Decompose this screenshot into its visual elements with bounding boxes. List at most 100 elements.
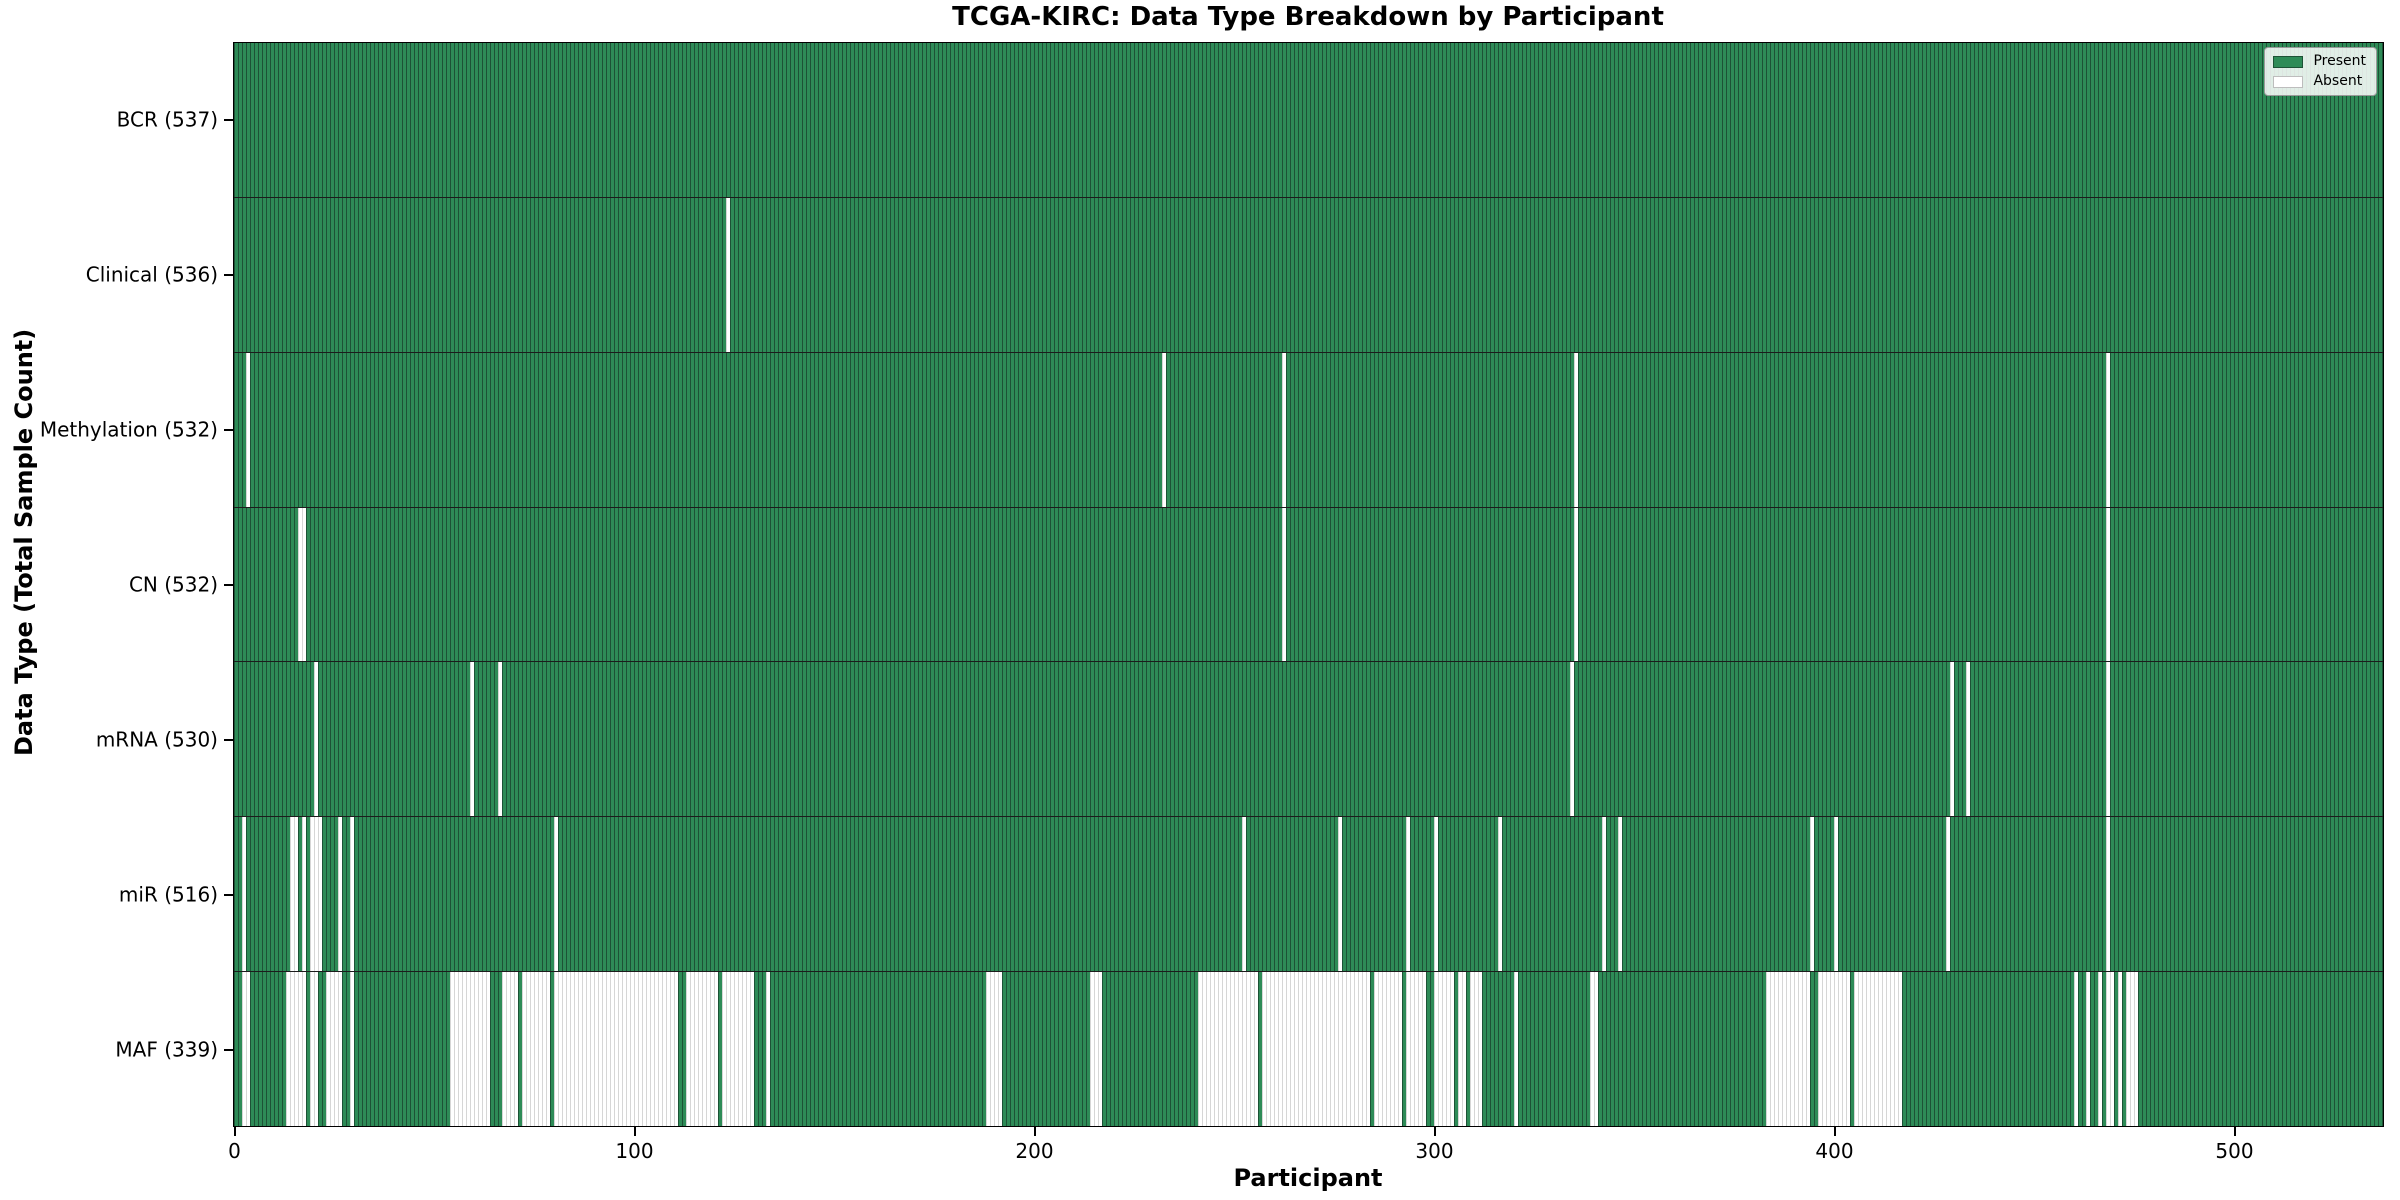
x-tickmark — [1033, 1127, 1036, 1136]
x-tick-label: 100 — [615, 1139, 654, 1163]
y-tick-label-miR: miR (516) — [118, 882, 218, 907]
absent-gap — [522, 972, 550, 1127]
absent-gap — [1574, 507, 1578, 662]
data-row-miR — [234, 816, 2383, 972]
absent-gap — [1162, 352, 1166, 507]
absent-gap — [246, 352, 250, 507]
absent-gap — [2118, 972, 2122, 1127]
legend: Present Absent — [2264, 47, 2377, 96]
absent-gap — [1590, 972, 1598, 1127]
absent-gap — [1618, 817, 1622, 972]
absent-gap — [2074, 972, 2078, 1127]
absent-gap — [314, 662, 318, 817]
absent-gap — [1574, 352, 1578, 507]
x-tickmark — [2233, 1127, 2236, 1136]
y-tickmark — [224, 428, 233, 431]
absent-gap — [1818, 972, 1850, 1127]
plot-area — [233, 42, 2384, 1127]
y-tickmark — [224, 1048, 233, 1051]
chart-title: TCGA-KIRC: Data Type Breakdown by Partic… — [952, 2, 1664, 32]
absent-gap — [326, 972, 342, 1127]
absent-gap — [2106, 352, 2110, 507]
y-tick-label-Clinical: Clinical (536) — [85, 262, 218, 287]
absent-gap — [1434, 817, 1438, 972]
y-tick-label-Methylation: Methylation (532) — [39, 417, 218, 442]
absent-gap — [298, 507, 306, 662]
absent-gap — [1282, 507, 1286, 662]
legend-swatch-absent-icon — [2273, 75, 2304, 88]
absent-gap — [1514, 972, 1518, 1127]
absent-gap — [1966, 662, 1970, 817]
absent-gap — [1570, 662, 1574, 817]
x-tick-label: 0 — [228, 1139, 241, 1163]
absent-gap — [1406, 817, 1410, 972]
absent-gap — [2106, 662, 2110, 817]
absent-gap — [554, 972, 678, 1127]
absent-gap — [722, 972, 754, 1127]
absent-gap — [302, 817, 306, 972]
absent-gap — [2098, 972, 2102, 1127]
data-row-MAF — [234, 971, 2383, 1127]
data-row-Methylation — [234, 351, 2383, 507]
y-tick-label-MAF: MAF (339) — [115, 1037, 218, 1062]
absent-gap — [1242, 817, 1246, 972]
x-tickmark — [233, 1127, 236, 1136]
y-tickmark — [224, 273, 233, 276]
y-tickmark — [224, 893, 233, 896]
x-tick-label: 200 — [1015, 1139, 1054, 1163]
absent-gap — [1282, 352, 1286, 507]
absent-gap — [290, 817, 298, 972]
x-tick-label: 300 — [1415, 1139, 1454, 1163]
absent-gap — [766, 972, 770, 1127]
absent-gap — [502, 972, 518, 1127]
absent-gap — [1262, 972, 1370, 1127]
absent-gap — [1406, 972, 1426, 1127]
x-tick-label: 500 — [2215, 1139, 2254, 1163]
absent-gap — [450, 972, 490, 1127]
x-tickmark — [1433, 1127, 1436, 1136]
absent-gap — [242, 972, 250, 1127]
absent-gap — [242, 817, 246, 972]
y-tickmark — [224, 118, 233, 121]
absent-gap — [498, 662, 502, 817]
absent-gap — [1602, 817, 1606, 972]
legend-item-absent: Absent — [2273, 74, 2366, 89]
absent-gap — [1946, 817, 1950, 972]
y-tick-label-BCR: BCR (537) — [116, 107, 218, 132]
absent-gap — [686, 972, 718, 1127]
y-tick-label-CN: CN (532) — [128, 572, 218, 597]
absent-gap — [986, 972, 1002, 1127]
data-row-BCR — [234, 43, 2383, 197]
absent-gap — [1766, 972, 1810, 1127]
absent-gap — [726, 197, 730, 352]
absent-gap — [554, 817, 558, 972]
absent-gap — [1950, 662, 1954, 817]
y-axis-label: Data Type (Total Sample Count) — [10, 328, 38, 756]
absent-gap — [2106, 972, 2114, 1127]
absent-gap — [1498, 817, 1502, 972]
absent-gap — [1458, 972, 1466, 1127]
absent-gap — [470, 662, 474, 817]
absent-gap — [1854, 972, 1902, 1127]
legend-label-absent: Absent — [2313, 73, 2363, 89]
absent-gap — [350, 972, 354, 1127]
x-tickmark — [633, 1127, 636, 1136]
absent-gap — [1090, 972, 1102, 1127]
x-tickmark — [1833, 1127, 1836, 1136]
absent-gap — [350, 817, 354, 972]
absent-gap — [1834, 817, 1838, 972]
y-tickmark — [224, 583, 233, 586]
data-row-Clinical — [234, 196, 2383, 352]
absent-gap — [1434, 972, 1454, 1127]
absent-gap — [2126, 972, 2138, 1127]
absent-gap — [2106, 817, 2110, 972]
absent-gap — [1470, 972, 1482, 1127]
x-tick-label: 400 — [1815, 1139, 1854, 1163]
absent-gap — [1810, 817, 1814, 972]
x-axis-label: Participant — [1233, 1164, 1383, 1192]
absent-gap — [1198, 972, 1258, 1127]
y-tickmark — [224, 738, 233, 741]
data-row-CN — [234, 506, 2383, 662]
absent-gap — [338, 817, 342, 972]
